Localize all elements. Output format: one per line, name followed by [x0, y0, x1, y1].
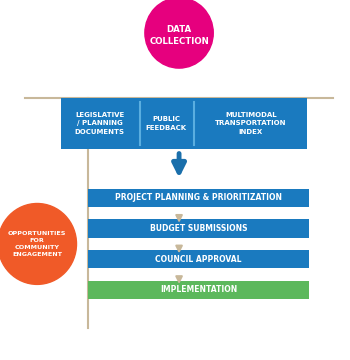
Text: DATA
COLLECTION: DATA COLLECTION	[149, 25, 209, 46]
Text: BUDGET SUBMISSIONS: BUDGET SUBMISSIONS	[150, 224, 247, 233]
Text: PROJECT PLANNING & PRIORITIZATION: PROJECT PLANNING & PRIORITIZATION	[115, 193, 282, 202]
Text: MULTIMODAL
TRANSPORTATION
INDEX: MULTIMODAL TRANSPORTATION INDEX	[215, 112, 287, 135]
Bar	[61, 98, 307, 149]
Bar	[89, 250, 309, 268]
Bar	[89, 189, 309, 207]
Text: IMPLEMENTATION: IMPLEMENTATION	[160, 285, 237, 294]
Text: COUNCIL APPROVAL: COUNCIL APPROVAL	[155, 255, 242, 264]
Bar	[89, 280, 309, 299]
Circle shape	[0, 203, 77, 284]
Text: LEGISLATIVE
/ PLANNING
DOCUMENTS: LEGISLATIVE / PLANNING DOCUMENTS	[75, 112, 125, 135]
Text: OPPORTUNITIES
FOR
COMMUNITY
ENGAGEMENT: OPPORTUNITIES FOR COMMUNITY ENGAGEMENT	[8, 231, 66, 257]
Circle shape	[145, 0, 213, 68]
Bar	[89, 219, 309, 238]
Text: PUBLIC
FEEDBACK: PUBLIC FEEDBACK	[146, 116, 187, 131]
